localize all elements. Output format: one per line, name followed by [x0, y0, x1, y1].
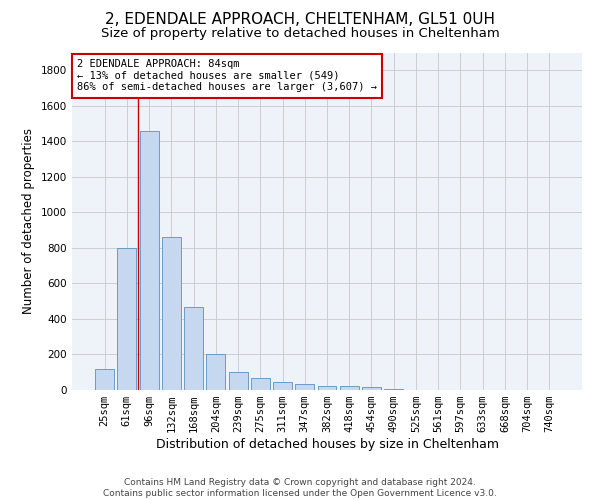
Bar	[273, 382, 292, 390]
Bar	[95, 368, 114, 390]
Bar	[206, 354, 225, 390]
Text: Size of property relative to detached houses in Cheltenham: Size of property relative to detached ho…	[101, 28, 499, 40]
Bar	[184, 306, 203, 390]
Bar	[118, 248, 136, 390]
Bar	[295, 384, 314, 390]
Bar	[162, 237, 181, 390]
Text: 2, EDENDALE APPROACH, CHELTENHAM, GL51 0UH: 2, EDENDALE APPROACH, CHELTENHAM, GL51 0…	[105, 12, 495, 28]
X-axis label: Distribution of detached houses by size in Cheltenham: Distribution of detached houses by size …	[155, 438, 499, 451]
Y-axis label: Number of detached properties: Number of detached properties	[22, 128, 35, 314]
Bar	[251, 378, 270, 390]
Text: 2 EDENDALE APPROACH: 84sqm
← 13% of detached houses are smaller (549)
86% of sem: 2 EDENDALE APPROACH: 84sqm ← 13% of deta…	[77, 59, 377, 92]
Bar	[362, 388, 381, 390]
Bar	[340, 386, 359, 390]
Bar	[384, 389, 403, 390]
Bar	[229, 372, 248, 390]
Text: Contains HM Land Registry data © Crown copyright and database right 2024.
Contai: Contains HM Land Registry data © Crown c…	[103, 478, 497, 498]
Bar	[317, 386, 337, 390]
Bar	[140, 130, 158, 390]
